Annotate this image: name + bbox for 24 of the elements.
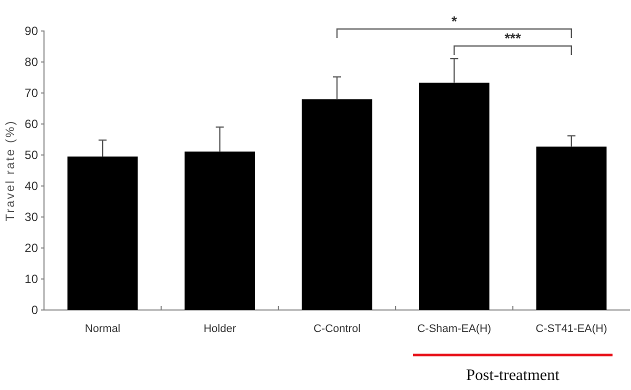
x-tick-label: C-Control [313,322,361,335]
x-tick-label: C-Sham-EA(H) [417,322,492,335]
y-tick-label: 90 [24,24,38,38]
bar [536,146,607,310]
x-tick-label: Holder [204,322,236,335]
annotation: *** [504,30,522,46]
y-tick-label: 40 [24,178,38,193]
y-axis-title: Travel rate (%) [3,120,17,222]
y-tick-label: 30 [24,210,38,224]
y-tick-label: 50 [24,148,38,162]
bar [184,152,255,310]
x-tick-label: C-ST41-EA(H) [536,322,608,335]
text: Post-treatment [466,367,560,384]
y-tick-label: 20 [24,240,38,255]
text: * [451,13,458,29]
y-tick-label: 10 [24,272,38,286]
bar [67,156,138,310]
y-tick-label: 80 [24,54,38,69]
y-tick-label: 70 [24,86,38,100]
x-tick-label: Normal [84,322,120,335]
y-tick-label: 0 [31,302,38,317]
bar [419,82,490,310]
bar [302,99,372,310]
y-tick-label: 60 [24,116,38,131]
